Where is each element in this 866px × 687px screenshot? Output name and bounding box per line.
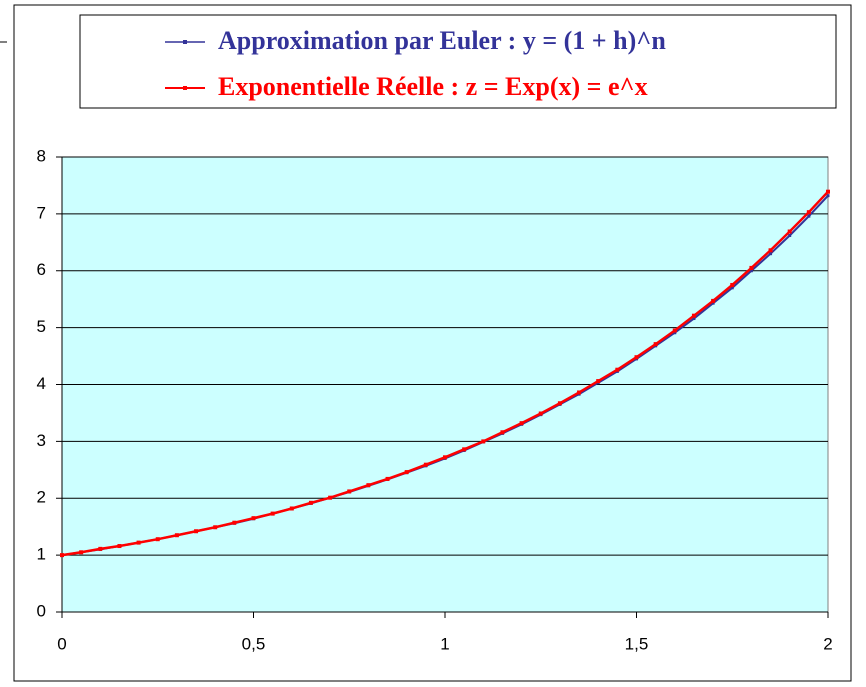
data-point	[730, 286, 734, 290]
data-point	[787, 229, 792, 234]
data-point	[538, 411, 543, 416]
data-point	[691, 313, 696, 318]
y-tick-label: 0	[37, 601, 46, 620]
data-point	[749, 269, 753, 273]
y-tick-label: 6	[37, 260, 46, 279]
x-tick-label: 0	[57, 634, 66, 653]
data-point	[251, 516, 256, 521]
data-point	[692, 317, 696, 321]
data-point	[807, 214, 811, 218]
y-tick-label: 5	[37, 317, 46, 336]
data-point	[174, 533, 179, 538]
data-point	[500, 430, 505, 435]
data-point	[385, 476, 390, 481]
y-tick-label: 2	[37, 488, 46, 507]
data-point	[117, 544, 122, 549]
data-point	[672, 328, 677, 333]
y-tick-label: 1	[37, 545, 46, 564]
data-point	[788, 233, 792, 237]
data-point	[749, 265, 754, 270]
data-point	[404, 470, 409, 475]
legend-label: Exponentielle Réelle : z = Exp(x) = e^x	[218, 72, 648, 101]
data-point	[768, 248, 773, 253]
x-tick-label: 0,5	[242, 634, 266, 653]
data-point	[289, 506, 294, 511]
data-point	[653, 342, 658, 347]
data-point	[557, 401, 562, 406]
data-point	[443, 455, 447, 460]
data-point	[826, 194, 830, 198]
x-tick-label: 2	[823, 634, 832, 653]
data-point	[366, 483, 371, 488]
data-point	[577, 390, 582, 395]
data-point	[213, 525, 218, 530]
data-point	[328, 495, 333, 500]
data-point	[634, 355, 639, 360]
y-tick-label: 3	[37, 431, 46, 450]
data-point	[98, 546, 103, 551]
data-point	[711, 298, 716, 303]
data-point	[60, 553, 64, 558]
data-point	[232, 520, 237, 525]
data-point	[673, 331, 677, 335]
data-point	[462, 447, 467, 452]
data-point	[79, 550, 84, 555]
data-point	[194, 529, 199, 534]
x-tick-label: 1,5	[625, 634, 649, 653]
legend-label: Approximation par Euler : y = (1 + h)^n	[218, 26, 666, 55]
data-point	[596, 379, 601, 384]
data-point	[423, 462, 428, 467]
data-point	[769, 252, 773, 256]
data-point	[730, 282, 735, 287]
data-point	[136, 540, 141, 545]
legend-marker	[183, 86, 187, 90]
legend-marker	[183, 40, 187, 44]
y-tick-label: 8	[37, 146, 46, 165]
data-point	[615, 367, 620, 372]
x-tick-label: 1	[440, 634, 449, 653]
data-point	[270, 511, 275, 516]
data-point	[308, 500, 313, 505]
y-tick-label: 7	[37, 203, 46, 222]
y-tick-label: 4	[37, 374, 46, 393]
data-point	[347, 489, 352, 494]
data-point	[826, 189, 830, 194]
data-point	[806, 210, 811, 215]
data-point	[711, 301, 715, 305]
data-point	[155, 537, 160, 542]
data-point	[481, 439, 486, 444]
data-point	[519, 421, 524, 426]
legend-box	[79, 14, 837, 109]
